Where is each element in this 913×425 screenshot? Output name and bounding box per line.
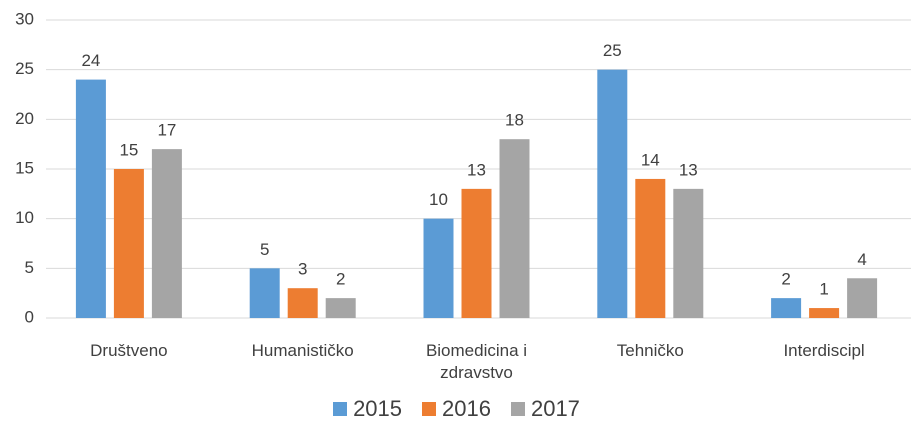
bar: [423, 218, 454, 318]
legend-label: 2017: [530, 396, 580, 421]
y-tick-label: 15: [15, 158, 34, 177]
bar: [287, 288, 318, 318]
data-label: 24: [81, 51, 100, 70]
y-tick-label: 10: [15, 208, 34, 227]
legend-swatch: [422, 402, 437, 416]
legend-label: 2016: [442, 396, 491, 421]
bar: [325, 298, 356, 318]
y-tick-label: 5: [25, 258, 34, 277]
bar: [635, 178, 666, 318]
bar: [847, 278, 878, 318]
y-tick-label: 25: [15, 59, 34, 78]
x-tick-label: Tehničko: [616, 341, 684, 360]
bar: [113, 169, 144, 318]
bar: [151, 149, 182, 318]
x-tick-label: Interdiscipl: [783, 341, 865, 360]
x-tick-label: Humanističko: [251, 341, 354, 360]
data-label: 15: [119, 140, 138, 159]
y-tick-label: 0: [25, 307, 34, 326]
data-label: 13: [467, 160, 486, 179]
data-label: 25: [603, 41, 622, 60]
bar: [461, 188, 492, 318]
legend: 2015 2016 2017: [0, 396, 913, 422]
data-label: 2: [336, 270, 345, 289]
bar: [771, 298, 802, 318]
legend-item: 2015: [333, 396, 402, 422]
data-label: 4: [857, 250, 866, 269]
data-label: 10: [429, 190, 448, 209]
legend-item: 2016: [422, 396, 491, 422]
legend-swatch: [510, 402, 525, 416]
legend-item: 2017: [510, 396, 580, 422]
bar: [809, 308, 840, 318]
y-tick-label: 30: [15, 9, 34, 28]
data-label: 17: [157, 121, 176, 140]
data-label: 1: [819, 280, 828, 299]
x-tick-label: Društveno: [90, 341, 168, 360]
bar: [249, 268, 280, 318]
data-label: 14: [641, 150, 660, 169]
x-tick-label: Biomedicina i zdravstvo: [425, 341, 528, 382]
data-label: 3: [298, 260, 307, 279]
data-label: 18: [505, 111, 524, 130]
data-label: 5: [260, 240, 269, 259]
bar: [499, 139, 530, 318]
data-label: 2: [781, 270, 790, 289]
y-tick-label: 20: [15, 109, 34, 128]
legend-label: 2015: [353, 396, 403, 421]
bar: [597, 69, 628, 319]
data-label: 13: [679, 160, 698, 179]
bar: [75, 79, 106, 318]
legend-swatch: [333, 402, 348, 416]
bar: [673, 188, 704, 318]
